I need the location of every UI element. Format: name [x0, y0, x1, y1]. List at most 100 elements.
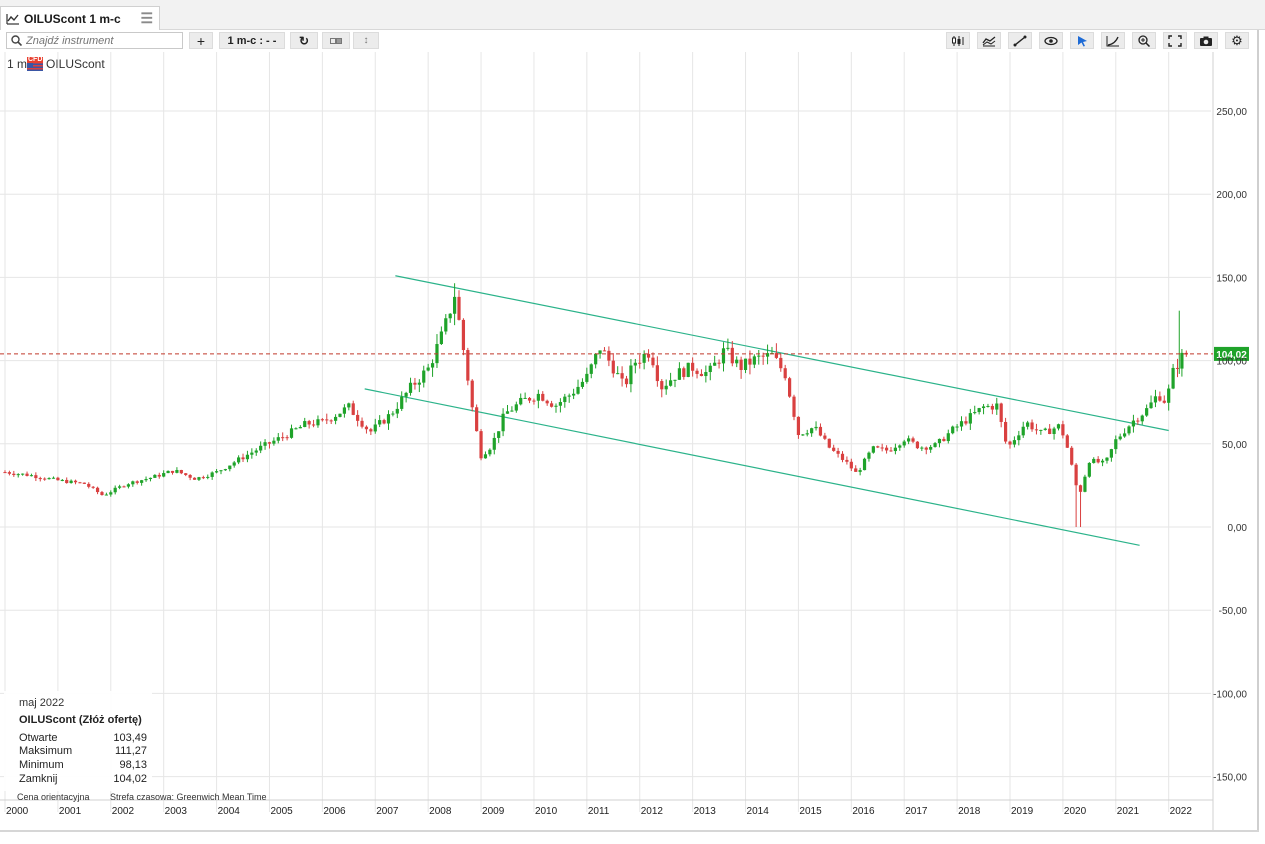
candle-body — [867, 452, 871, 459]
candle-body — [109, 492, 113, 495]
candle-body — [792, 396, 796, 417]
candle-body — [981, 406, 986, 409]
candle-body — [298, 427, 302, 429]
candles — [3, 283, 1188, 527]
candle-body — [1171, 367, 1175, 389]
candle-body — [818, 426, 823, 436]
candle-body — [924, 447, 928, 450]
candle-body — [576, 386, 580, 394]
x-tick-label: 2006 — [323, 806, 346, 817]
candle-body — [563, 396, 567, 403]
candle-body — [699, 373, 704, 377]
ohlc-row-high: Maksimum 111,27 — [19, 745, 147, 758]
screenshot-button[interactable] — [1194, 32, 1218, 49]
candle-body — [783, 368, 787, 379]
x-tick-label: 2017 — [905, 806, 928, 817]
candle-body — [946, 433, 950, 442]
candle-body — [170, 470, 175, 473]
candle-body — [1158, 396, 1162, 401]
tab-chart[interactable]: OILUScont 1 m-c ☰ — [0, 6, 160, 30]
layout-icon — [330, 37, 342, 44]
candle-body — [289, 428, 294, 438]
candle-body — [1034, 429, 1039, 431]
candle-body — [602, 350, 607, 352]
candle-body — [695, 370, 699, 374]
candle-body — [1078, 485, 1083, 492]
visibility-button[interactable] — [1039, 32, 1063, 49]
ohlc-instrument-name: OILUScont (Złóż ofertę) — [19, 714, 142, 726]
right-border — [1257, 30, 1259, 830]
candle-body — [1008, 441, 1012, 445]
candle-body — [814, 426, 818, 429]
candle-body — [761, 355, 765, 357]
scale-button[interactable]: ↕ — [353, 32, 379, 49]
candle-body — [12, 473, 16, 476]
candle-body — [272, 440, 276, 444]
candle-body — [210, 472, 214, 477]
candle-body — [157, 474, 161, 477]
x-tick-label: 2014 — [747, 806, 770, 817]
candle-body — [616, 373, 620, 375]
candle-body — [651, 357, 655, 366]
candle-body — [920, 447, 924, 449]
add-instrument-button[interactable]: + — [189, 32, 213, 49]
candle-body — [691, 362, 695, 371]
candle-body — [223, 469, 227, 471]
x-tick-label: 2008 — [429, 806, 452, 817]
zoom-button[interactable] — [1132, 32, 1156, 49]
candle-body — [404, 392, 408, 397]
settings-button[interactable]: ⚙ — [1225, 32, 1249, 49]
candle-body — [16, 474, 20, 476]
eye-icon — [1044, 36, 1058, 45]
candle-body — [990, 405, 994, 410]
fullscreen-button[interactable] — [1163, 32, 1187, 49]
candle-body — [646, 353, 651, 358]
search-input[interactable] — [26, 34, 176, 47]
candle-body — [884, 447, 889, 451]
candle-body — [1087, 462, 1091, 477]
candle-body — [1136, 420, 1140, 422]
candle-body — [607, 350, 611, 361]
x-tick-label: 2020 — [1064, 806, 1087, 817]
price-chart[interactable]: 104,02 250,00 200,00 150,00 100,00 50,00 0,00… — [0, 52, 1257, 830]
candle-body — [87, 483, 91, 487]
trendline-icon — [1013, 35, 1027, 46]
candle-body — [1061, 424, 1065, 436]
y-tick-label: 200,00 — [1216, 190, 1247, 201]
candle-body — [1021, 426, 1025, 436]
instrument-search[interactable] — [6, 32, 183, 49]
indicators-button[interactable] — [977, 32, 1001, 49]
interval-button[interactable]: 1 m-c : - - — [219, 32, 285, 49]
candle-body — [1180, 352, 1184, 369]
refresh-button[interactable]: ↻ — [290, 32, 318, 49]
candles-button[interactable] — [946, 32, 970, 49]
ohlc-row-low: Minimum 98,13 — [19, 759, 147, 772]
x-tick-label: 2005 — [270, 806, 293, 817]
candle-body — [444, 318, 448, 332]
draw-line-button[interactable] — [1008, 32, 1032, 49]
curve-button[interactable] — [1101, 32, 1125, 49]
hamburger-menu-icon[interactable]: ☰ — [140, 10, 153, 26]
candle-body — [1083, 476, 1087, 492]
cursor-button[interactable] — [1070, 32, 1094, 49]
x-tick-label: 2000 — [6, 806, 29, 817]
candle-body — [721, 348, 726, 364]
ohlc-row-close: Zamknij 104,02 — [19, 773, 147, 786]
candle-body — [263, 442, 267, 446]
ohlc-row-open: Otwarte 103,49 — [19, 732, 147, 745]
candle-body — [439, 331, 443, 345]
candle-body — [497, 431, 501, 438]
x-tick-label: 2010 — [535, 806, 558, 817]
candle-body — [907, 438, 911, 442]
candle-body — [206, 476, 210, 478]
candle-body — [430, 363, 435, 368]
candle-body — [968, 413, 972, 424]
current-price-label: 104,02 — [1216, 350, 1247, 361]
candle-body — [294, 428, 298, 430]
x-tick-label: 2022 — [1170, 806, 1193, 817]
ohlc-open-label: Otwarte — [19, 732, 58, 744]
candle-body — [1048, 428, 1052, 435]
x-tick-label: 2007 — [376, 806, 399, 817]
layout-button[interactable] — [322, 32, 350, 49]
